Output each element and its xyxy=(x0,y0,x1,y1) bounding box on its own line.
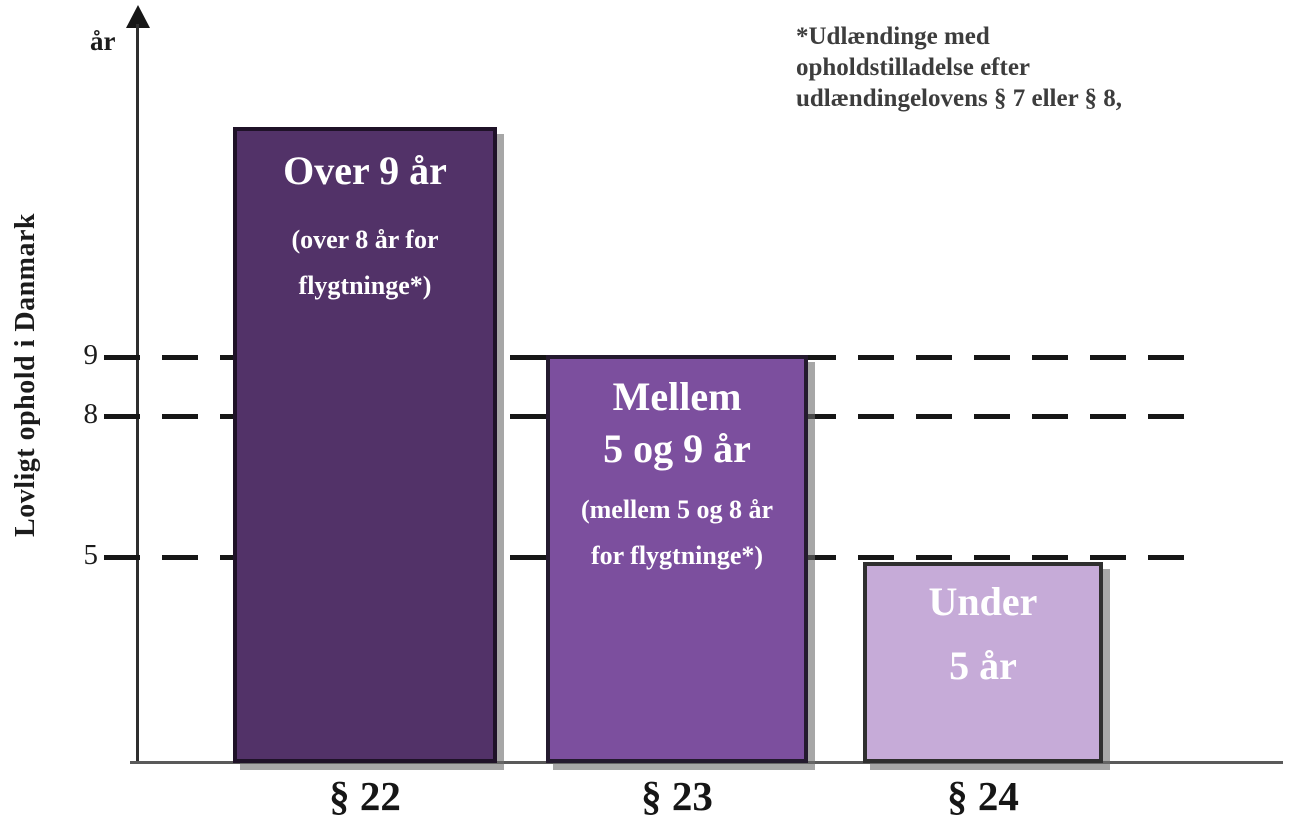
y-axis-line xyxy=(136,24,139,763)
bar-paragraph-23: Mellem 5 og 9 år (mellem 5 og 8 år for f… xyxy=(546,355,808,763)
bar-paragraph-24: Under 5 år xyxy=(863,562,1103,763)
y-tick-label-9: 9 xyxy=(83,339,99,371)
y-axis-unit-label: år xyxy=(90,26,116,56)
footnote-line-2: opholdstilladelse efter xyxy=(796,53,1031,81)
y-tick-label-8: 8 xyxy=(83,398,99,430)
y-tick-label-5: 5 xyxy=(83,539,99,571)
bar-23-main-label-line1: Mellem xyxy=(612,374,742,419)
bar-23-sub-label-line1: (mellem 5 og 8 år xyxy=(580,495,774,524)
bar-24-main-label-line2: 5 år xyxy=(949,643,1017,688)
bar-paragraph-22: Over 9 år (over 8 år for flygtninge*) xyxy=(233,127,497,763)
y-axis-arrow-icon xyxy=(126,5,150,28)
x-label-paragraph-24: § 24 xyxy=(947,773,1019,819)
bar-22-sub-label-line1: (over 8 år for xyxy=(291,225,439,254)
footnote-line-3: udlændingelovens § 7 eller § 8, xyxy=(796,84,1122,112)
bar-22-sub-label-line2: flygtninge*) xyxy=(298,270,432,300)
bar-23-sub-label-line2: for flygtninge*) xyxy=(590,540,764,570)
bar-24-main-label-line1: Under xyxy=(928,579,1038,624)
x-label-paragraph-22: § 22 xyxy=(329,773,401,819)
footnote-line-1: *Udlændinge med xyxy=(796,23,990,50)
y-axis-title: Lovligt ophold i Danmark xyxy=(10,213,41,537)
bar-23-main-label-line2: 5 og 9 år xyxy=(603,426,751,471)
footnote-annotation: *Udlændinge med opholdstilladelse efter … xyxy=(796,22,1276,114)
x-label-paragraph-23: § 23 xyxy=(641,773,713,819)
bar-22-main-label: Over 9 år xyxy=(283,148,447,193)
